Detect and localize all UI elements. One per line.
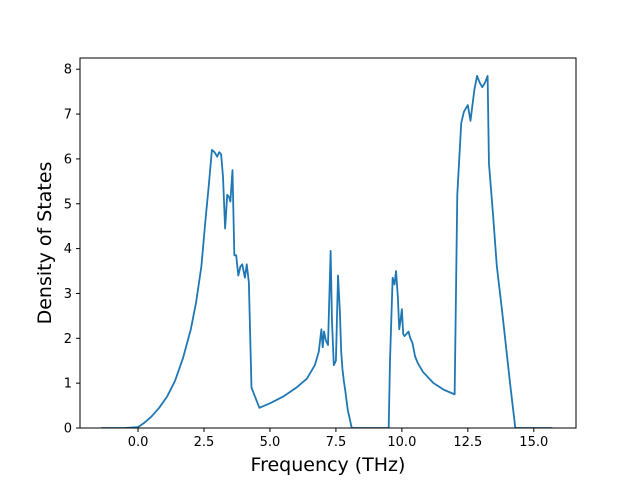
x-tick-label: 2.5 [194,435,215,450]
y-tick-label: 3 [64,287,72,302]
plot-content [101,75,553,428]
x-tick-label: 10.0 [387,435,416,450]
x-axis-ticks: 0.0 2.5 5.0 7.5 10.0 12.5 15.0 [128,428,548,450]
x-tick-label: 7.5 [326,435,347,450]
axes-frame [79,57,577,429]
x-tick-label: 5.0 [260,435,281,450]
y-tick-label: 4 [64,242,72,257]
x-tick-label: 12.5 [453,435,482,450]
y-axis-ticks: 0 1 2 3 4 5 6 7 8 [64,63,80,437]
y-tick-label: 0 [64,422,72,437]
dos-series-line [101,75,553,428]
y-tick-label: 2 [64,332,72,347]
y-tick-label: 1 [64,377,72,392]
x-tick-label: 0.0 [128,435,149,450]
x-axis-label: Frequency (THz) [251,454,406,476]
y-tick-label: 6 [64,152,72,167]
y-axis-label: Density of States [34,162,56,325]
y-tick-label: 8 [64,63,72,78]
y-tick-label: 7 [64,108,72,123]
y-tick-label: 5 [64,197,72,212]
x-tick-label: 15.0 [519,435,548,450]
